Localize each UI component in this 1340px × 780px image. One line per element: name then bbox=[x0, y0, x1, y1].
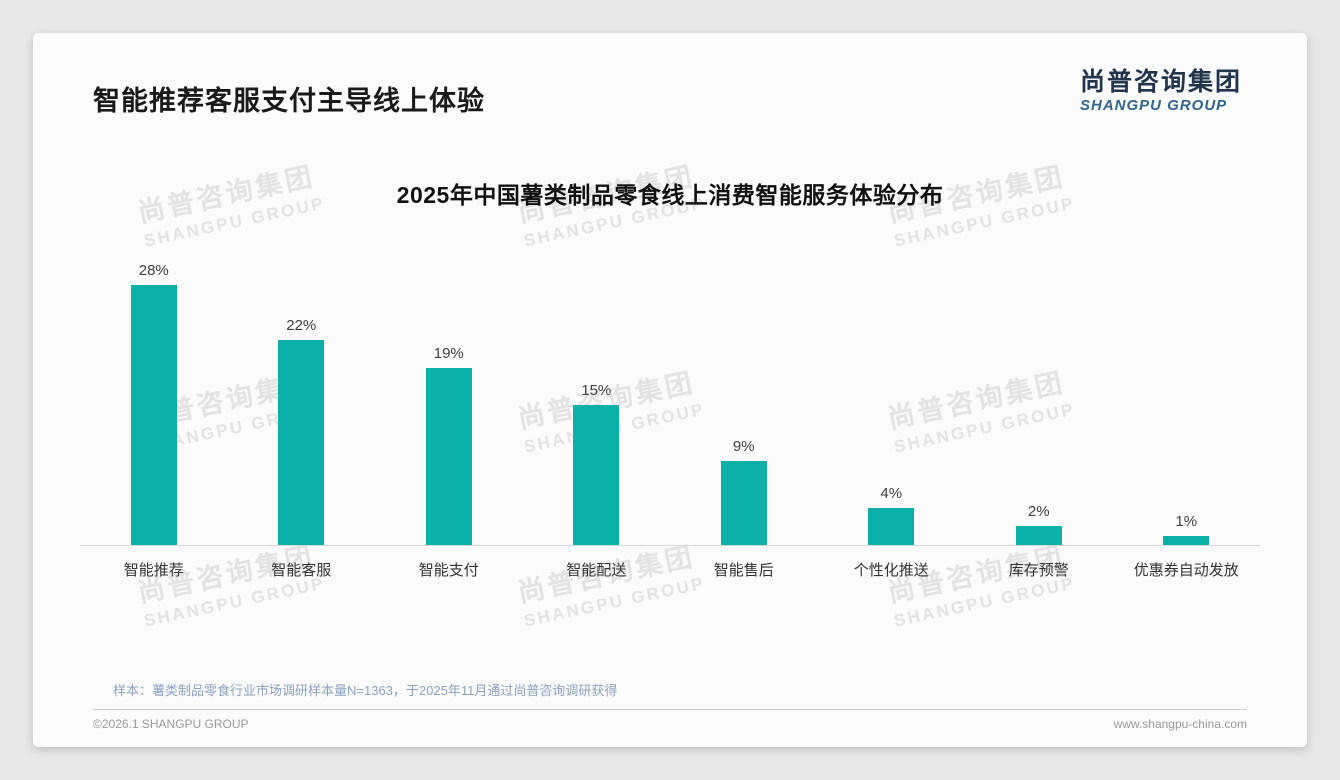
bar bbox=[1015, 526, 1062, 545]
bar bbox=[1163, 536, 1210, 545]
bar-column: 15% bbox=[523, 382, 671, 545]
bar-column: 22% bbox=[228, 317, 376, 545]
category-label: 库存预警 bbox=[1008, 562, 1069, 579]
bar-value-label: 19% bbox=[433, 345, 464, 362]
copyright-text: ©2026.1 SHANGPU GROUP bbox=[93, 717, 249, 731]
bar-value-label: 28% bbox=[138, 262, 169, 279]
category-label: 智能售后 bbox=[713, 562, 774, 579]
slide-card: 尚普咨询集团 SHANGPU GROUP 尚普咨询集团 SHANGPU GROUP 尚普… bbox=[33, 33, 1307, 747]
bar-column: 2% bbox=[965, 503, 1113, 545]
bar bbox=[425, 368, 472, 545]
bar-column: 28% bbox=[80, 262, 228, 545]
bar bbox=[868, 508, 915, 545]
bar-value-label: 2% bbox=[1027, 503, 1050, 520]
bar-column: 4% bbox=[818, 485, 966, 545]
bar bbox=[130, 285, 177, 545]
page-title: 智能推荐客服支付主导线上体验 bbox=[93, 86, 485, 116]
header: 智能推荐客服支付主导线上体验 尚普咨询集团 SHANGPU GROUP bbox=[33, 33, 1307, 118]
website-url: www.shangpu-china.com bbox=[1113, 717, 1247, 731]
footer: ©2026.1 SHANGPU GROUP www.shangpu-china.… bbox=[93, 717, 1247, 731]
footer-divider bbox=[93, 709, 1247, 710]
bar-value-label: 1% bbox=[1175, 513, 1198, 530]
category-label: 智能客服 bbox=[271, 562, 332, 579]
bar-value-label: 15% bbox=[581, 382, 612, 399]
category-label: 优惠券自动发放 bbox=[1133, 562, 1239, 579]
category-label: 智能支付 bbox=[418, 562, 479, 579]
company-logo: 尚普咨询集团 SHANGPU GROUP bbox=[1079, 68, 1242, 114]
bar-value-label: 4% bbox=[880, 485, 903, 502]
category-row: 智能推荐 智能客服 智能支付 智能配送 智能售后 个性化推送 库存预警 优惠券自动发放 bbox=[80, 559, 1260, 580]
sample-note: 样本：薯类制品零食行业市场调研样本量N=1363，于2025年11月通过尚普咨询… bbox=[113, 683, 618, 698]
slide-content: 智能推荐客服支付主导线上体验 尚普咨询集团 SHANGPU GROUP 2025… bbox=[33, 33, 1307, 747]
bar-value-label: 22% bbox=[286, 317, 317, 334]
category-label: 个性化推送 bbox=[853, 562, 929, 579]
bar-value-label: 9% bbox=[732, 438, 755, 455]
bar bbox=[573, 405, 620, 545]
category-label: 智能推荐 bbox=[123, 562, 184, 579]
category-label: 智能配送 bbox=[566, 562, 627, 579]
bar-column: 19% bbox=[375, 345, 523, 545]
bar bbox=[720, 461, 767, 545]
logo-chinese-text: 尚普咨询集团 bbox=[1079, 68, 1242, 96]
bar-column: 9% bbox=[670, 438, 818, 545]
chart-title: 2025年中国薯类制品零食线上消费智能服务体验分布 bbox=[396, 182, 944, 208]
bar-column: 1% bbox=[1113, 513, 1261, 545]
logo-english-text: SHANGPU GROUP bbox=[1079, 96, 1228, 114]
plot-area: 28% 22% 19% 15% 9% 4% 2% 1% bbox=[80, 210, 1260, 545]
bar bbox=[278, 340, 325, 545]
x-axis-line bbox=[80, 545, 1260, 546]
